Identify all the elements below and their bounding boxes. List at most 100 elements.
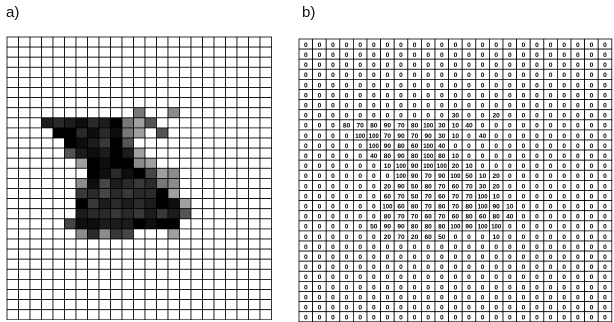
cell-value: 0 [494, 133, 498, 140]
image-pixel [98, 177, 111, 189]
cell-value: 0 [494, 284, 498, 291]
cell-value: 0 [331, 214, 335, 221]
image-pixel [52, 87, 65, 99]
cell-value: 0 [304, 284, 308, 291]
image-pixel [6, 46, 19, 58]
image-pixel [41, 188, 54, 200]
cell-value: 0 [508, 264, 512, 271]
image-pixel [98, 157, 111, 169]
image-pixel [52, 77, 65, 88]
image-pixel [121, 188, 134, 200]
cell-value: 0 [440, 103, 444, 110]
image-pixel [75, 147, 88, 159]
image-pixel [156, 137, 169, 149]
cell-value: 0 [413, 82, 417, 89]
image-pixel [133, 177, 146, 189]
cell-value: 0 [331, 204, 335, 211]
cell-value: 0 [331, 274, 335, 281]
image-pixel [133, 157, 146, 169]
cell-value: 0 [535, 183, 539, 190]
cell-value: 0 [590, 244, 594, 251]
cell-value: 0 [467, 234, 471, 241]
image-pixel [167, 137, 180, 149]
cell-value: 0 [576, 264, 580, 271]
cell-value: 0 [358, 204, 362, 211]
image-pixel [190, 46, 203, 58]
image-pixel [213, 107, 226, 119]
image-pixel [259, 299, 272, 311]
cell-value: 0 [358, 153, 362, 160]
cell-value: 0 [318, 234, 322, 241]
cell-value: 0 [549, 284, 553, 291]
image-pixel [167, 218, 180, 230]
cell-value: 0 [603, 264, 607, 271]
image-pixel [156, 278, 169, 290]
cell-value: 0 [372, 234, 376, 241]
cell-value: 80 [438, 204, 446, 211]
image-pixel [248, 309, 261, 320]
image-pixel [52, 36, 65, 48]
cell-value: 0 [399, 244, 403, 251]
cell-value: 0 [426, 82, 430, 89]
cell-value: 0 [467, 103, 471, 110]
cell-value: 0 [399, 92, 403, 99]
cell-value: 0 [522, 72, 526, 79]
cell-value: 0 [331, 254, 335, 261]
cell-value: 0 [331, 294, 335, 301]
image-pixel [259, 77, 272, 88]
cell-value: 90 [397, 224, 405, 231]
image-pixel [6, 127, 19, 139]
image-pixel [29, 117, 42, 129]
image-pixel [213, 77, 226, 88]
image-pixel [259, 167, 272, 179]
cell-value: 0 [358, 52, 362, 59]
cell-value: 0 [358, 214, 362, 221]
image-pixel [64, 157, 77, 169]
image-pixel [248, 268, 261, 280]
cell-value: 0 [549, 234, 553, 241]
image-pixel [110, 177, 123, 189]
cell-value: 0 [576, 113, 580, 120]
image-pixel [121, 248, 134, 260]
image-pixel [64, 127, 77, 139]
cell-value: 70 [397, 214, 405, 221]
panel-a-label: a) [6, 4, 20, 21]
cell-value: 0 [522, 123, 526, 130]
cell-value: 0 [590, 82, 594, 89]
image-pixel [236, 107, 249, 119]
cell-value: 0 [358, 103, 362, 110]
image-pixel [41, 309, 54, 320]
image-pixel [6, 147, 19, 159]
cell-value: 0 [562, 113, 566, 120]
cell-value: 0 [576, 82, 580, 89]
cell-value: 70 [397, 234, 405, 241]
cell-value: 0 [562, 294, 566, 301]
image-pixel [64, 238, 77, 250]
cell-value: 0 [399, 284, 403, 291]
cell-value: 0 [603, 204, 607, 211]
cell-value: 0 [318, 264, 322, 271]
cell-value: 0 [576, 183, 580, 190]
image-pixel [190, 177, 203, 189]
image-pixel [225, 127, 238, 139]
cell-value: 0 [358, 244, 362, 251]
image-pixel [248, 127, 261, 139]
image-pixel [75, 198, 88, 210]
cell-value: 0 [576, 72, 580, 79]
cell-value: 0 [318, 214, 322, 221]
image-pixel [167, 198, 180, 210]
cell-value: 0 [304, 143, 308, 150]
image-pixel [75, 228, 88, 240]
image-pixel [64, 188, 77, 200]
cell-value: 0 [522, 173, 526, 180]
image-pixel [87, 238, 100, 250]
cell-value: 0 [399, 62, 403, 69]
cell-value: 0 [304, 92, 308, 99]
cell-value: 0 [372, 173, 376, 180]
cell-value: 0 [522, 305, 526, 312]
image-pixel [156, 309, 169, 320]
image-pixel [248, 248, 261, 260]
cell-value: 0 [454, 62, 458, 69]
image-pixel [190, 289, 203, 301]
image-pixel [110, 66, 123, 78]
